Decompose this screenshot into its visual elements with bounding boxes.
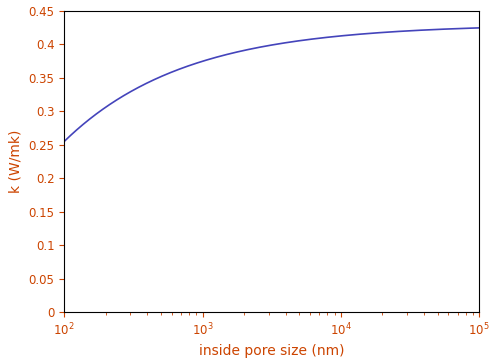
X-axis label: inside pore size (nm): inside pore size (nm)	[199, 344, 344, 358]
Y-axis label: k (W/mk): k (W/mk)	[9, 130, 23, 193]
